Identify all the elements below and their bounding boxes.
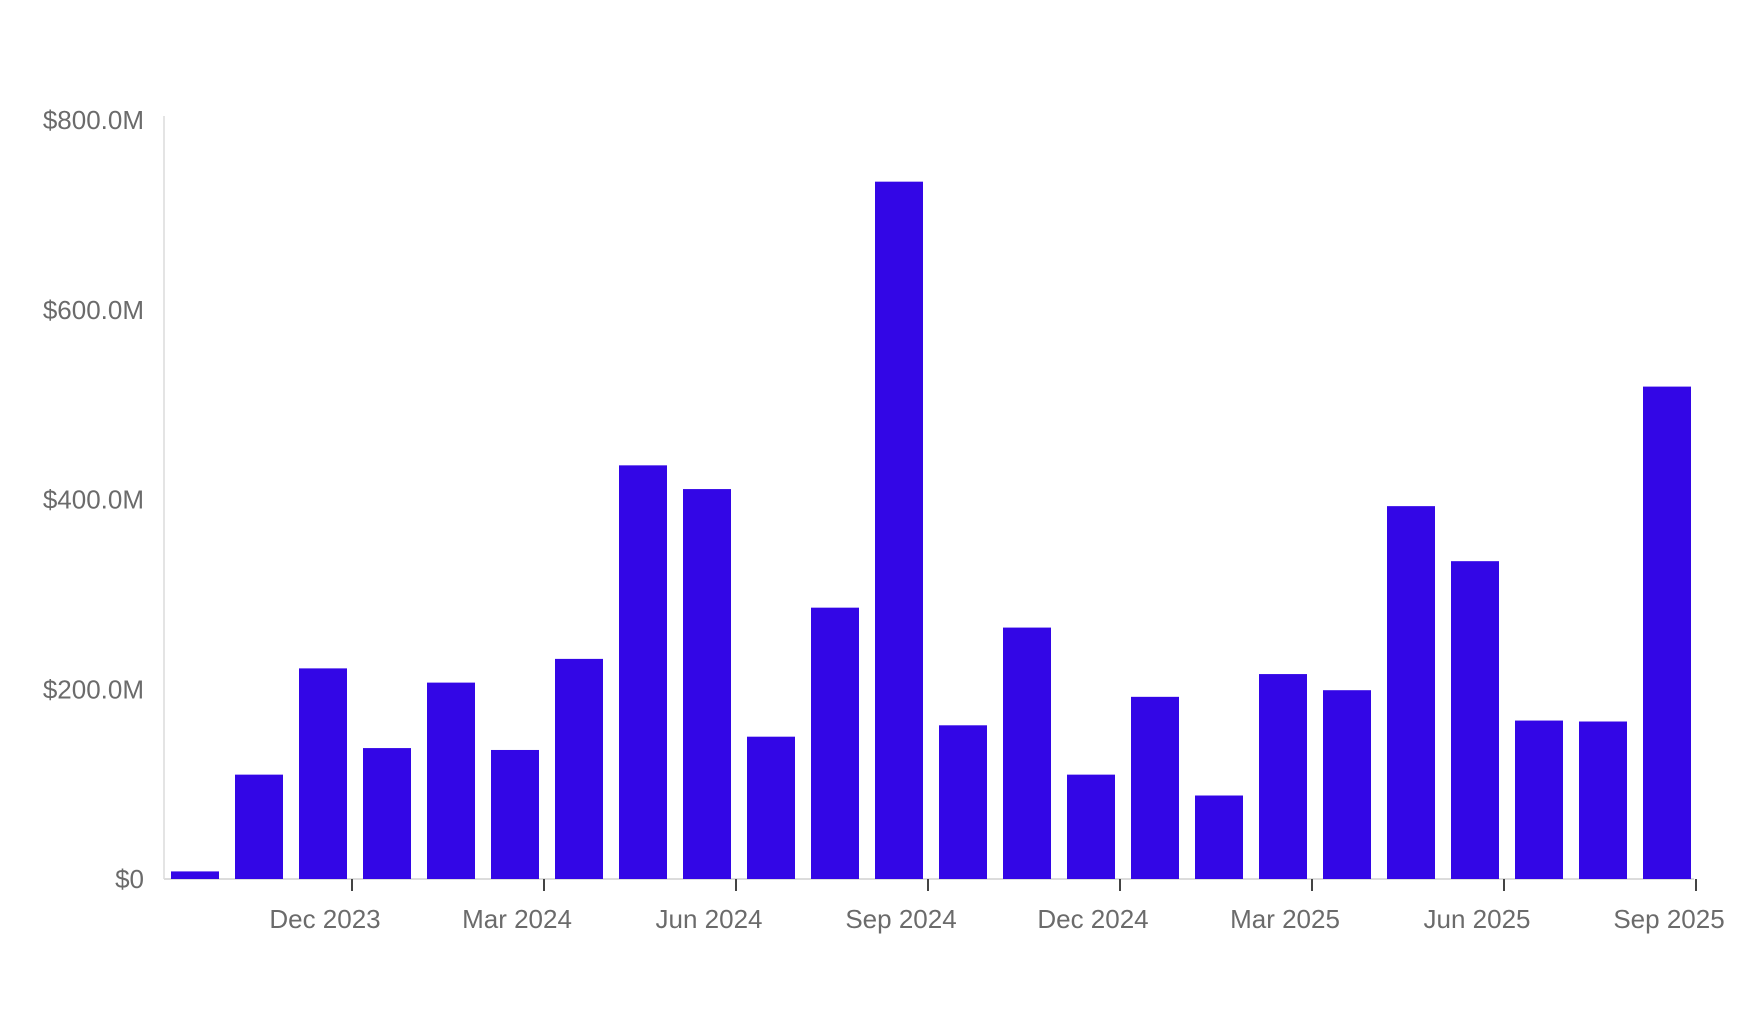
bar-sep-2024: [875, 181, 923, 879]
y-tick-label: $600.0M: [43, 295, 144, 325]
x-tick-label: Mar 2024: [462, 904, 572, 934]
bar-nov-2023: [235, 774, 283, 879]
bar-aug-2024: [811, 607, 859, 879]
bar-jan-2025: [1131, 696, 1179, 879]
bar-may-2025: [1387, 506, 1435, 879]
y-tick-label: $800.0M: [43, 105, 144, 135]
y-tick-label: $400.0M: [43, 485, 144, 515]
bar-apr-2025: [1323, 690, 1371, 879]
y-tick-label: $200.0M: [43, 674, 144, 704]
bar-feb-2024: [427, 682, 475, 879]
bar-dec-2024: [1067, 774, 1115, 879]
x-tick-label: Jun 2024: [656, 904, 763, 934]
bar-feb-2025: [1195, 795, 1243, 879]
bar-jun-2025: [1451, 561, 1499, 879]
bar-sep-2025: [1643, 386, 1691, 879]
y-tick-label: $0: [115, 864, 144, 894]
bar-aug-2025: [1579, 721, 1627, 879]
bar-dec-2023: [299, 668, 347, 879]
bar-jun-2024: [683, 489, 731, 879]
bar-jul-2024: [747, 736, 795, 879]
bar-apr-2024: [555, 658, 603, 879]
bar-mar-2025: [1259, 674, 1307, 879]
x-tick-label: Sep 2025: [1613, 904, 1724, 934]
bar-may-2024: [619, 465, 667, 879]
bars-group: [171, 181, 1691, 879]
bar-jul-2025: [1515, 720, 1563, 879]
y-axis: $0 $200.0M $400.0M $600.0M $800.0M: [43, 105, 165, 894]
x-tick-label: Sep 2024: [845, 904, 956, 934]
x-axis: Dec 2023 Mar 2024 Jun 2024 Sep 2024 Dec 2024…: [164, 878, 1725, 934]
x-tick-label: Dec 2024: [1037, 904, 1148, 934]
x-tick-label: Dec 2023: [269, 904, 380, 934]
bar-nov-2024: [1003, 627, 1051, 879]
x-tick-label: Mar 2025: [1230, 904, 1340, 934]
bar-mar-2024: [491, 749, 539, 879]
bar-oct-2023: [171, 871, 219, 879]
bar-oct-2024: [939, 725, 987, 879]
x-tick-label: Jun 2025: [1424, 904, 1531, 934]
bar-jan-2024: [363, 748, 411, 879]
